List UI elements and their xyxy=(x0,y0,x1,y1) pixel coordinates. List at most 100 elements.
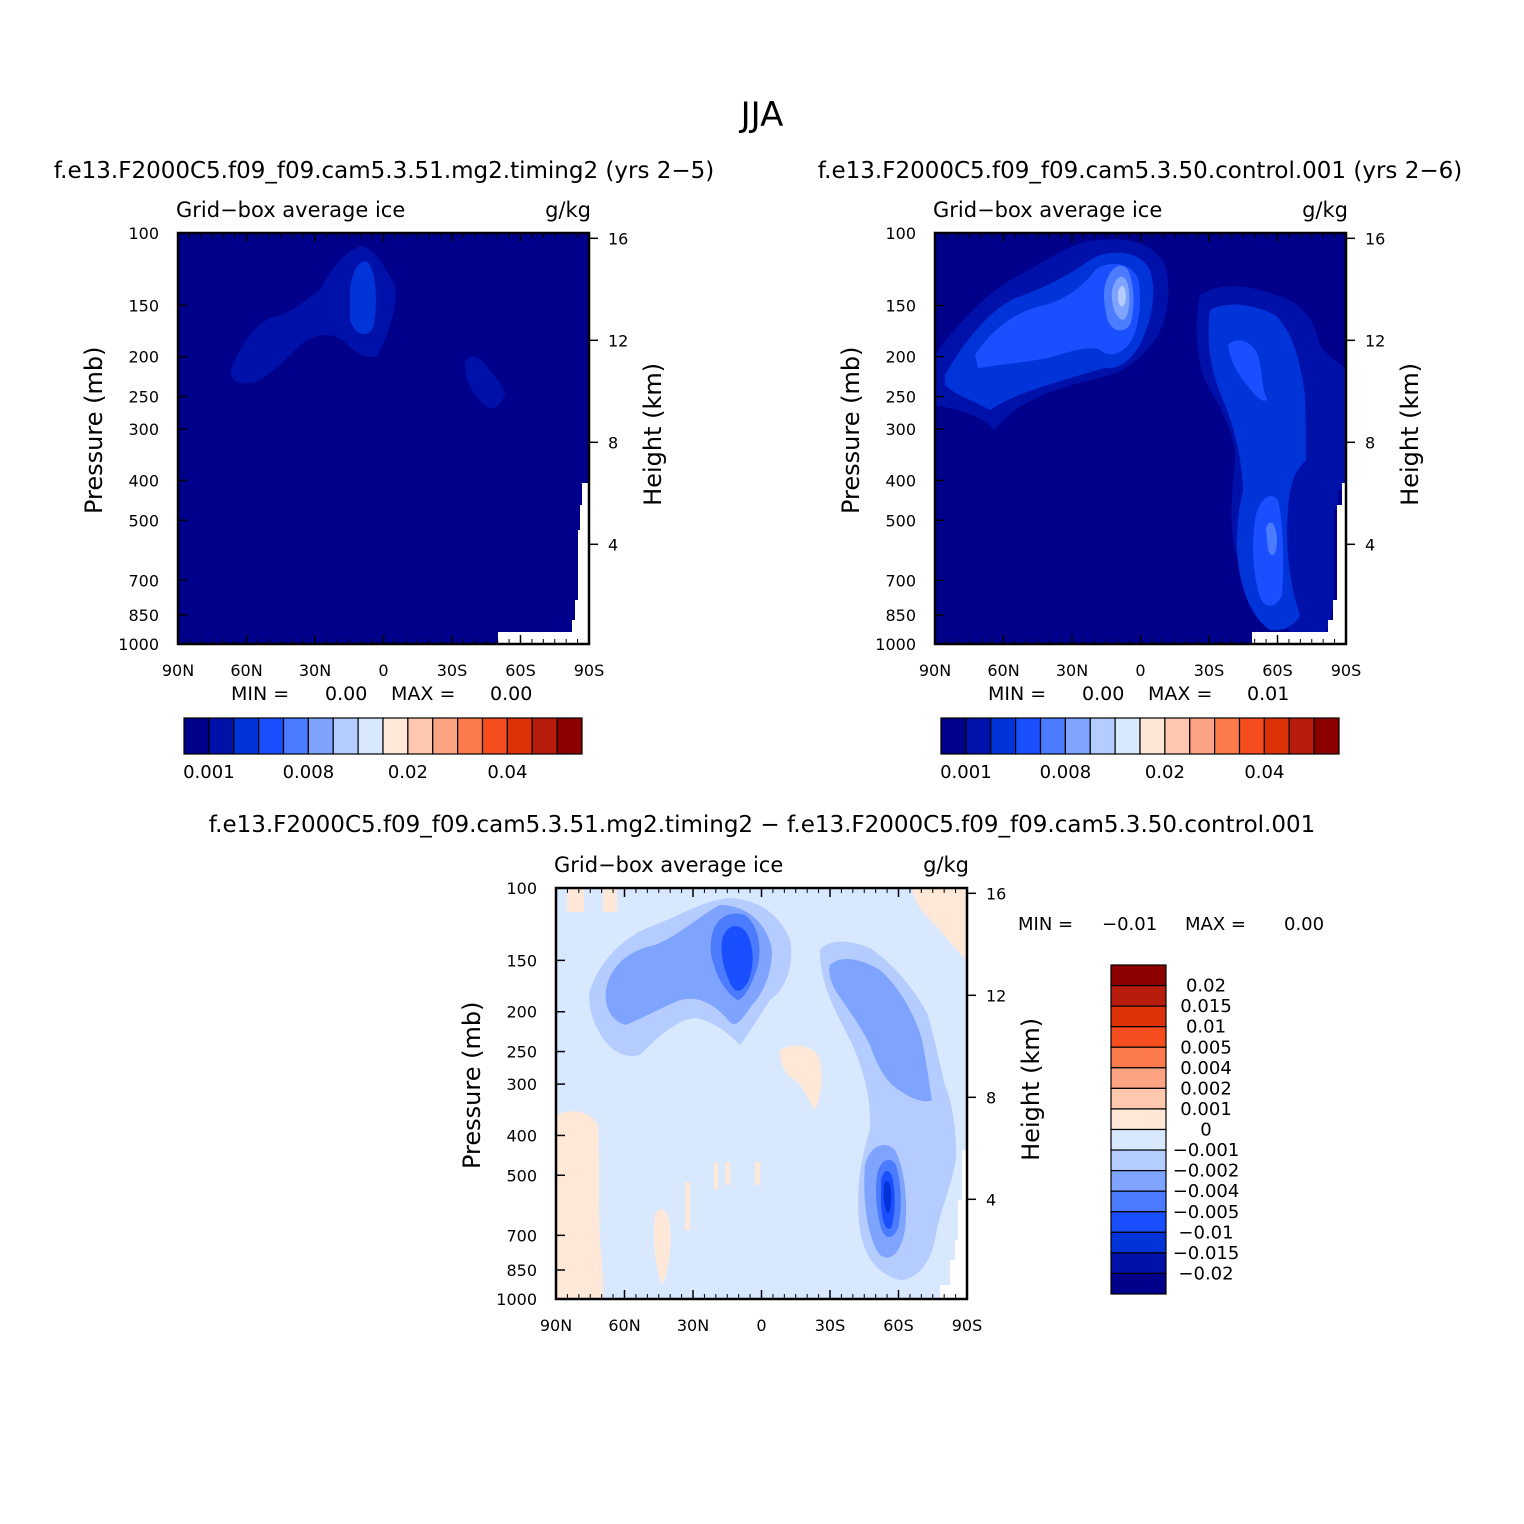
colorbar-box xyxy=(258,717,285,755)
colorbar-box xyxy=(1039,717,1066,755)
x-tick-label: 60S xyxy=(1262,661,1293,680)
x-tick-label: 90S xyxy=(952,1316,983,1335)
y-axis-right-title: Height (km) xyxy=(1017,1018,1045,1161)
colorbar-box xyxy=(1164,717,1191,755)
colorbar-label: 0.02 xyxy=(1186,976,1226,997)
x-tick-label: 30S xyxy=(815,1316,846,1335)
colorbar-box xyxy=(556,717,583,755)
plot-left-label: Grid−box average ice xyxy=(933,198,1162,222)
y-tick-label: 150 xyxy=(506,951,537,970)
contour-ice-south xyxy=(465,356,505,409)
colorbar-box xyxy=(1110,1231,1167,1254)
y-tick-label: 850 xyxy=(885,606,916,625)
plot-units-label: g/kg xyxy=(1302,198,1348,222)
contour-level-south-core xyxy=(1266,522,1277,556)
max-label: MAX = xyxy=(1148,683,1212,705)
colorbar-label: −0.005 xyxy=(1173,1202,1240,1223)
max-value: 0.01 xyxy=(1247,683,1289,705)
x-tick-label: 30N xyxy=(1056,661,1088,680)
y-right-tick-label: 12 xyxy=(986,986,1006,1005)
y-axis-title: Pressure (mb) xyxy=(837,347,865,514)
x-tick-label: 90N xyxy=(919,661,951,680)
colorbar-box xyxy=(432,717,459,755)
x-tick-label: 0 xyxy=(1135,661,1145,680)
colorbar-label: 0 xyxy=(1200,1120,1211,1141)
y-right-tick-label: 4 xyxy=(986,1190,996,1209)
y-tick-label: 100 xyxy=(506,879,537,898)
colorbar-box xyxy=(1114,717,1141,755)
y-tick-label: 200 xyxy=(128,348,159,367)
x-tick-label: 60N xyxy=(987,661,1019,680)
colorbar-box xyxy=(965,717,992,755)
y-tick-label: 1000 xyxy=(875,635,916,654)
colorbar-box xyxy=(1110,1190,1167,1213)
min-value: 0.00 xyxy=(1082,683,1124,705)
plot-left-label: Grid−box average ice xyxy=(176,198,405,222)
colorbar-label: −0.004 xyxy=(1173,1181,1240,1202)
colorbar-box xyxy=(1015,717,1042,755)
y-tick-label: 500 xyxy=(885,511,916,530)
colorbar-label: 0.02 xyxy=(388,762,428,783)
y-tick-label: 150 xyxy=(128,296,159,315)
colorbar-label: −0.015 xyxy=(1173,1243,1240,1264)
colorbar-label: −0.001 xyxy=(1173,1140,1240,1161)
colorbar-box xyxy=(1214,717,1241,755)
axes-layer: Grid−box average ice g/kg 90N 60N 30N 0 30S 60S… xyxy=(80,198,1424,1335)
colorbar-label: 0.008 xyxy=(1040,762,1092,783)
colorbar-label: −0.002 xyxy=(1173,1161,1240,1182)
colorbar-box xyxy=(1110,1128,1167,1151)
missing-data xyxy=(1252,483,1346,644)
max-value: 0.00 xyxy=(490,683,532,705)
y-tick-label: 100 xyxy=(885,224,916,243)
colorbar-label: 0.005 xyxy=(1180,1037,1232,1058)
min-label: MIN = xyxy=(231,683,289,705)
colorbar-box xyxy=(208,717,235,755)
y-right-tick-label: 4 xyxy=(608,535,618,554)
y-tick-label: 500 xyxy=(506,1166,537,1185)
colorbar-box xyxy=(307,717,334,755)
colorbar-box xyxy=(382,717,409,755)
colorbar-box xyxy=(1110,1046,1167,1069)
y-axis-title: Pressure (mb) xyxy=(80,347,108,514)
colorbar-box xyxy=(990,717,1017,755)
colorbar-box xyxy=(531,717,558,755)
y-tick-label: 200 xyxy=(506,1003,537,1022)
colorbar-box xyxy=(1110,1108,1167,1131)
max-value: 0.00 xyxy=(1284,914,1324,935)
y-right-tick-label: 16 xyxy=(986,884,1006,903)
panel-title: f.e13.F2000C5.f09_f09.cam5.3.51.mg2.timi… xyxy=(209,812,1316,838)
colorbar-label: 0.04 xyxy=(1244,762,1284,783)
contour-level-3 xyxy=(975,263,1284,606)
contour-level-6 xyxy=(1118,286,1126,307)
y-tick-label: 300 xyxy=(885,420,916,439)
colorbar-box xyxy=(1110,1252,1167,1275)
y-axis-right-title: Height (km) xyxy=(1396,363,1424,506)
colorbar-box xyxy=(1110,1026,1167,1048)
x-tick-label: 90N xyxy=(162,661,194,680)
x-tick-label: 60N xyxy=(608,1316,640,1335)
x-tick-label: 30N xyxy=(299,661,331,680)
y-right-tick-label: 4 xyxy=(1365,535,1375,554)
y-axis-title: Pressure (mb) xyxy=(458,1002,486,1169)
colorbar-box xyxy=(1110,1087,1167,1110)
colorbar-label: 0.01 xyxy=(1186,1017,1226,1038)
colorbar-label: −0.01 xyxy=(1178,1222,1233,1243)
x-tick-label: 90S xyxy=(1331,661,1362,680)
colorbar-box xyxy=(1313,717,1340,755)
y-right-tick-label: 8 xyxy=(986,1088,996,1107)
colorbar-box xyxy=(1288,717,1315,755)
figure-title: JJA xyxy=(739,95,784,135)
y-right-tick-label: 16 xyxy=(1365,229,1385,248)
y-right-tick-label: 16 xyxy=(608,229,628,248)
colorbar-label: −0.02 xyxy=(1178,1263,1233,1284)
y-tick-label: 250 xyxy=(128,388,159,407)
x-tick-label: 30N xyxy=(677,1316,709,1335)
y-tick-label: 400 xyxy=(128,471,159,490)
colorbar-box xyxy=(1263,717,1290,755)
y-tick-label: 1000 xyxy=(118,635,159,654)
y-tick-label: 850 xyxy=(506,1261,537,1280)
max-label: MAX = xyxy=(1185,914,1246,935)
colorbar-box xyxy=(1110,1067,1167,1089)
colorbar-box xyxy=(481,717,508,755)
colorbar-label: 0.002 xyxy=(1180,1078,1232,1099)
